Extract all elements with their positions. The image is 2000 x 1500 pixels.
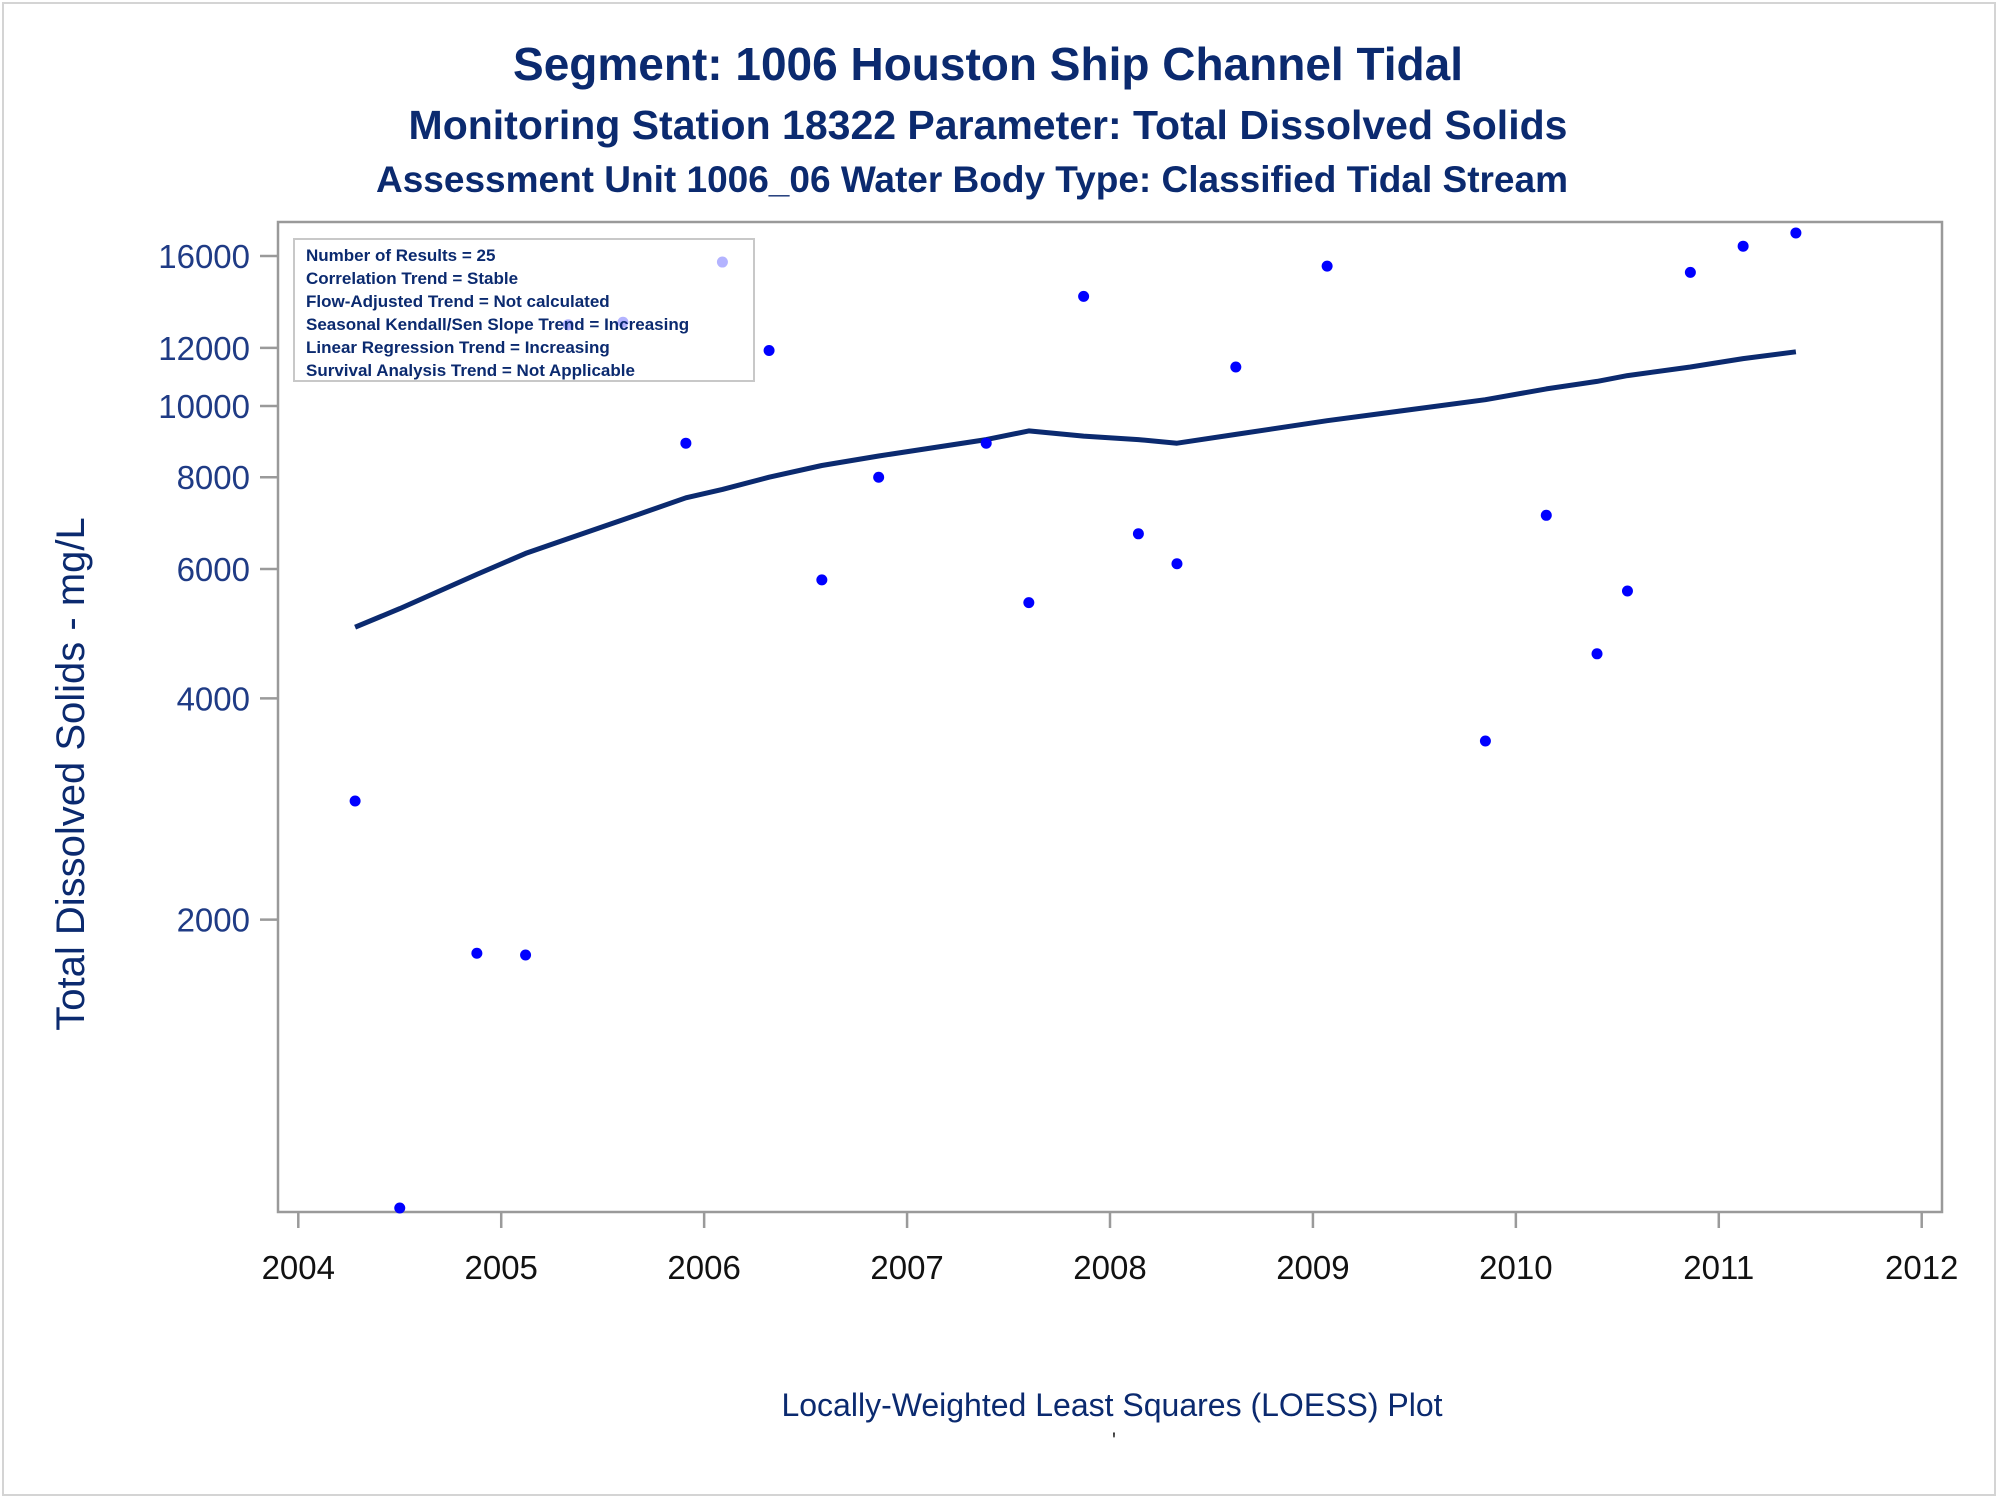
y-tick-label: 2000 [177, 902, 250, 939]
y-axis: 2000 4000 6000 8000 10000 12000 16000 [158, 238, 278, 939]
stats-line: Survival Analysis Trend = Not Applicable [306, 361, 635, 380]
y-tick-label: 12000 [158, 330, 250, 367]
y-tick-label: 6000 [177, 551, 250, 588]
data-point [1621, 585, 1633, 597]
data-point [1790, 227, 1802, 239]
x-tick-label: 2012 [1885, 1249, 1958, 1286]
stats-line: Seasonal Kendall/Sen Slope Trend = Incre… [306, 315, 689, 334]
x-tick-label: 2010 [1479, 1249, 1552, 1286]
stats-line: Number of Results = 25 [306, 246, 495, 265]
y-tick-label: 10000 [158, 388, 250, 425]
data-point [1684, 266, 1696, 278]
data-point [1230, 361, 1242, 373]
data-point [394, 1202, 406, 1214]
x-axis-label: Locally-Weighted Least Squares (LOESS) P… [781, 1387, 1442, 1423]
x-tick-label: 2011 [1683, 1249, 1754, 1286]
loess-line [354, 349, 1797, 630]
x-tick-label: 2005 [465, 1249, 538, 1286]
data-point [471, 947, 483, 959]
loess-line-group [354, 349, 1797, 630]
loess-chart: Segment: 1006 Houston Ship Channel Tidal… [49, 38, 1958, 1453]
chart-title: Segment: 1006 Houston Ship Channel Tidal [513, 38, 1463, 90]
data-point [1132, 528, 1144, 540]
data-point [1171, 558, 1183, 570]
x-tick-label: 2006 [667, 1249, 740, 1286]
chart-subtitle-2: Assessment Unit 1006_06 Water Body Type:… [376, 159, 1568, 200]
y-tick-label: 16000 [158, 238, 250, 275]
data-point [349, 795, 361, 807]
data-point [680, 437, 692, 449]
y-axis-label: Total Dissolved Solids - mg/L [49, 517, 93, 1031]
data-point [980, 437, 992, 449]
stats-lines: Number of Results = 25 Correlation Trend … [306, 246, 689, 380]
chart-subtitle: Monitoring Station 18322 Parameter: Tota… [409, 102, 1568, 148]
stats-line: Flow-Adjusted Trend = Not calculated [306, 292, 610, 311]
x-tick-label: 2007 [870, 1249, 943, 1286]
x-tick-label: 2009 [1276, 1249, 1349, 1286]
stats-line: Linear Regression Trend = Increasing [306, 338, 610, 357]
data-point [1737, 240, 1749, 252]
data-point [1479, 735, 1491, 747]
x-axis: 2004 2005 2006 2007 2008 2009 2010 2011 2012 [262, 1212, 1958, 1286]
data-point [763, 344, 775, 356]
y-tick-label: 4000 [177, 680, 250, 717]
stats-line: Correlation Trend = Stable [306, 269, 518, 288]
x-tick-label: 2004 [262, 1249, 335, 1286]
data-point [816, 574, 828, 586]
data-point [1023, 597, 1035, 609]
data-point [1540, 509, 1552, 521]
y-tick-label: 8000 [177, 459, 250, 496]
x-tick-label: 2008 [1073, 1249, 1146, 1286]
footnote-mark: ' [1112, 1428, 1116, 1453]
plot-area [276, 220, 1944, 1214]
data-point [873, 471, 885, 483]
data-point [1591, 648, 1603, 660]
data-point [520, 949, 532, 961]
data-point [1078, 290, 1090, 302]
stats-box: Number of Results = 25 Correlation Trend … [293, 238, 755, 382]
data-point [1321, 260, 1333, 272]
stats-box-border [293, 238, 755, 382]
